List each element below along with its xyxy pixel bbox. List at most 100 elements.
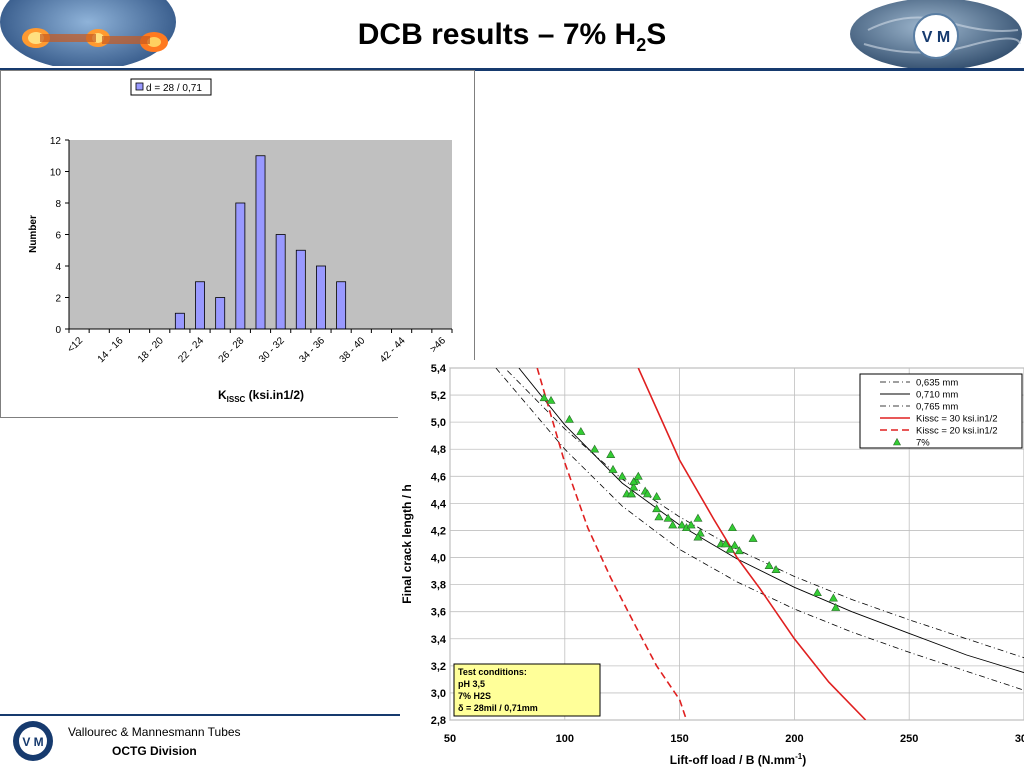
data-point-marker (748, 533, 758, 542)
data-point-marker (576, 427, 586, 435)
histogram-y-tick-label: 2 (55, 294, 61, 305)
footer-company-name: Vallourec & Mannesmann Tubes (68, 725, 241, 739)
scatter-y-tick-label: 3,2 (431, 661, 446, 673)
data-point-marker (677, 520, 687, 529)
histogram-x-tick-label: 30 - 32 (257, 335, 287, 365)
scatter-y-tick-label: 4,8 (431, 444, 446, 456)
vm-globe-logo: V M (850, 0, 1022, 70)
page-title: DCB results – 7% H2S (357, 18, 667, 55)
scatter-y-tick-label: 3,4 (431, 634, 447, 646)
data-point-marker (642, 489, 652, 498)
series-curve (495, 368, 1024, 691)
data-point-marker (663, 513, 673, 522)
data-point-marker (626, 489, 636, 498)
scatter-x-tick-label: 150 (670, 733, 688, 745)
footer-divider (0, 714, 400, 716)
scatter-y-tick-label: 5,4 (431, 363, 447, 375)
histogram-y-axis-label: Number (28, 215, 39, 253)
data-point-marker (654, 512, 664, 521)
scatter-legend-label: Kissc = 20 ksi.in1/2 (916, 426, 998, 437)
histogram-bar (336, 281, 347, 330)
scatter-x-tick-label: 50 (444, 733, 456, 745)
data-point-marker (564, 414, 574, 423)
scatter-y-tick-label: 3,6 (431, 607, 446, 619)
scatter-y-tick-label: 4,0 (431, 553, 446, 565)
histogram-bar (295, 249, 306, 330)
scatter-y-tick-label: 3,0 (431, 688, 446, 700)
series-curve (536, 368, 688, 720)
data-point-marker (668, 520, 678, 529)
scatter-y-tick-label: 5,0 (431, 417, 446, 429)
slide-header: DCB results – 7% H2S V M (0, 0, 1024, 70)
footer-logo-text: V M (22, 735, 43, 749)
series-curve (637, 368, 867, 720)
data-point-marker (812, 588, 822, 597)
histogram-y-tick-label: 0 (55, 325, 61, 336)
histogram-bar (195, 281, 205, 330)
test-conditions-box: Test conditions: pH 3,5 7% H2S δ = 28mil… (453, 663, 601, 717)
data-point-marker (730, 540, 740, 549)
scatter-y-tick-label: 4,2 (431, 525, 446, 537)
histogram-x-tick-label: 14 - 16 (96, 335, 126, 365)
scatter-y-axis-label: Final crack length / h (400, 484, 414, 603)
data-point-marker (606, 450, 616, 458)
test-condition-delta: δ = 28mil / 0,71mm (458, 703, 538, 713)
scatter-x-tick-label: 300 (1015, 733, 1024, 745)
series-curve (518, 368, 1024, 674)
histogram-y-tick-label: 8 (55, 199, 61, 210)
histogram-x-tick-label: 38 - 40 (338, 335, 368, 365)
histogram-legend-label: d = 28 / 0,71 (146, 83, 202, 94)
histogram-chart: 0 2 4 6 8 10 12 <12 14 - 16 18 - 20 22 - 24 26 - 2… (28, 78, 453, 404)
histogram-legend (130, 78, 212, 96)
data-point-marker (831, 603, 841, 611)
data-point-marker (693, 513, 703, 522)
histogram-y-tick-label: 12 (50, 136, 62, 147)
data-point-marker (546, 395, 556, 404)
test-condition-h2s: 7% H2S (458, 691, 491, 701)
scatter-x-axis-label: Lift-off load / B (N.mm-1) (670, 752, 806, 767)
scatter-legend-label: Kissc = 30 ksi.in1/2 (916, 414, 998, 425)
histogram-y-tick-label: 6 (55, 231, 61, 242)
scatter-y-tick-label: 5,2 (431, 390, 446, 402)
test-condition-ph: pH 3,5 (458, 679, 485, 689)
scatter-y-tick-label: 3,8 (431, 580, 446, 592)
histogram-bar (275, 234, 286, 330)
scatter-y-tick-label: 2,8 (431, 715, 446, 727)
data-point-marker (764, 561, 774, 569)
histogram-bar (235, 202, 246, 330)
data-point-marker (734, 546, 744, 555)
data-point-marker (629, 477, 639, 486)
data-point-marker (652, 492, 662, 500)
scatter-x-tick-label: 250 (900, 733, 918, 745)
data-point-marker (693, 532, 703, 541)
histogram-bar (174, 312, 185, 330)
data-point-marker (725, 544, 735, 553)
scatter-x-tick-label: 200 (785, 733, 803, 745)
legend-swatch (135, 82, 144, 91)
crack-length-chart: 2,8 3,0 3,2 3,4 3,6 3,8 4,0 4,2 4,4 4,6 4,8 5,0 5,2 5… (400, 363, 1024, 767)
histogram-x-tick-label: <12 (65, 335, 85, 355)
scatter-y-tick-label: 4,4 (431, 498, 447, 510)
test-conditions-title: Test conditions: (458, 667, 527, 677)
scatter-legend-label: 0,710 mm (916, 390, 958, 401)
histogram-bar (316, 265, 326, 330)
data-point-marker (629, 482, 639, 491)
histogram-bar (255, 155, 266, 330)
data-point-marker (828, 593, 838, 602)
scatter-legend-label: 0,765 mm (916, 402, 958, 413)
pipes-photo-logo (0, 0, 176, 66)
histogram-x-tick-label: >46 (428, 335, 448, 355)
histogram-bar (215, 297, 226, 330)
histogram-x-axis-label: KISSC (ksi.in1/2) (218, 388, 304, 404)
crack-length-chart-panel: 2,8 3,0 3,2 3,4 3,6 3,8 4,0 4,2 4,4 4,6 4,8 5,0 5,2 5… (398, 360, 1024, 768)
data-point-marker (652, 504, 662, 513)
data-point-marker (727, 523, 737, 532)
data-point-marker (633, 471, 643, 480)
scatter-legend-label: 0,635 mm (916, 378, 958, 389)
data-point-marker (539, 393, 549, 402)
data-point-marker (608, 464, 618, 473)
histogram-y-tick-label: 4 (55, 262, 61, 273)
histogram-x-tick-label: 34 - 36 (297, 335, 327, 365)
footer-division-name: OCTG Division (112, 744, 197, 758)
